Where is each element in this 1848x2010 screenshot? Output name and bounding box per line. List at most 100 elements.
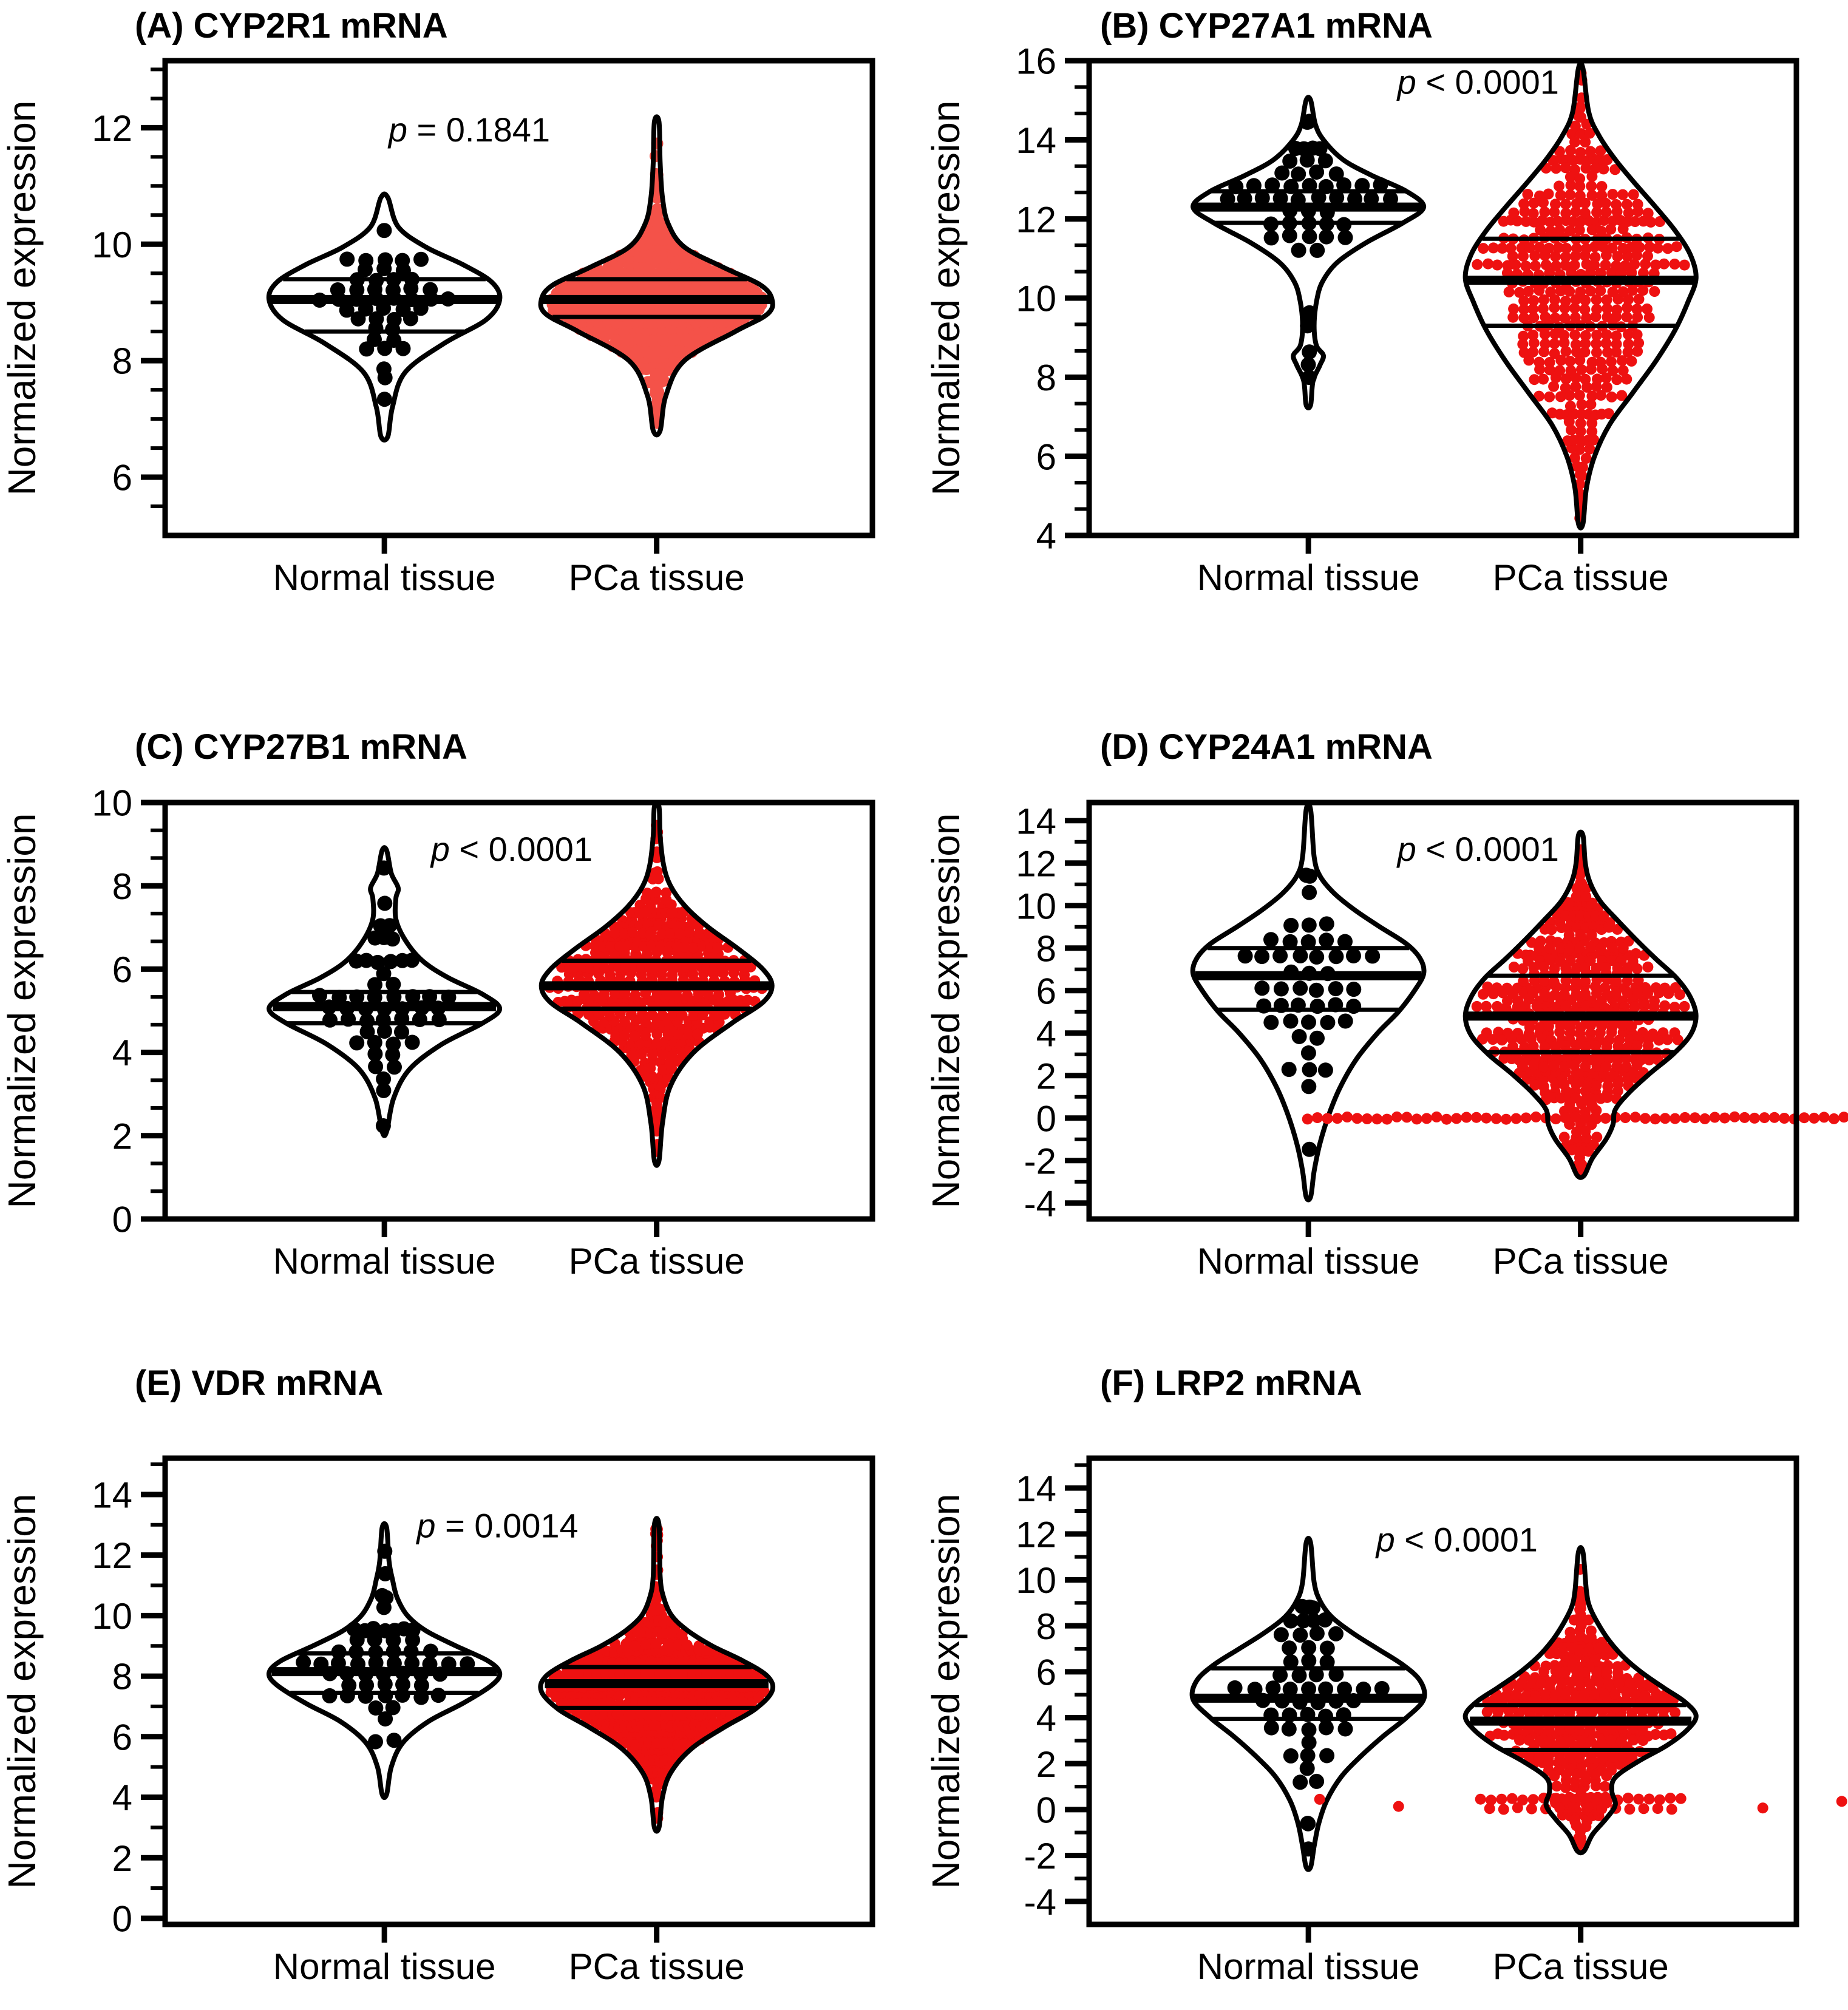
scatter-normal [1237,867,1381,1157]
data-point [1411,1113,1422,1125]
data-point [651,961,662,973]
data-point [1492,259,1503,271]
data-point [1535,1678,1547,1689]
data-point [377,895,393,911]
data-point [1591,1666,1603,1678]
data-point [622,334,634,347]
data-point [1597,363,1608,375]
data-point [1553,242,1564,253]
data-point [673,1029,684,1040]
data-point [1554,180,1564,192]
violin-normal [1191,95,1427,410]
data-point [394,1024,409,1040]
data-point [693,1640,705,1651]
data-point [1621,1688,1632,1699]
data-point [1514,1734,1525,1746]
data-point [1574,390,1585,401]
data-point [1566,1677,1577,1688]
data-point [1475,1793,1486,1805]
y-tick-label: 8 [112,866,132,907]
data-point [1579,962,1591,974]
data-point [640,988,651,999]
data-point [659,1754,671,1766]
y-tick-label: 0 [1036,1790,1056,1830]
data-point [1498,1804,1509,1815]
data-point [680,333,693,345]
y-axis-label: Normalized expression [0,813,44,1209]
data-point [1569,452,1580,464]
data-point [1544,364,1555,376]
panel-C: (C) CYP27B1 mRNA Normalized expression 0 2 4… [0,637,924,1317]
data-point [1611,330,1622,342]
data-point [1281,1062,1297,1078]
data-point [1611,976,1622,987]
data-point [1237,191,1252,206]
data-point [1505,242,1517,254]
data-point [1640,1113,1651,1124]
data-point [1631,304,1643,315]
data-point [1607,286,1619,297]
data-point [1575,1631,1586,1643]
data-point [1637,285,1649,296]
data-point [1622,962,1634,974]
data-point [1265,177,1280,193]
data-point [585,963,596,974]
scatter-pca [546,137,767,429]
violin-outline [1190,801,1427,1203]
data-point [1550,1665,1561,1677]
data-point [1588,434,1600,446]
data-point [1586,1093,1597,1104]
data-point [1529,374,1540,385]
data-point [1649,1729,1661,1740]
data-point [1580,453,1592,464]
data-point [579,1697,591,1708]
data-point [661,887,672,898]
data-point [386,1733,402,1748]
data-point [627,926,638,938]
x-category-label-pca: PCa tissue [569,1241,745,1282]
data-point [1623,338,1634,350]
data-point [1518,988,1530,999]
data-point [1337,229,1353,245]
data-point [1320,1014,1336,1030]
data-point [1554,1802,1566,1813]
data-point [1739,1112,1750,1123]
violin-normal [267,845,503,1138]
data-point [1598,910,1609,922]
data-point [1487,988,1499,1000]
data-point [1719,1112,1730,1124]
data-point [339,302,355,318]
y-tick-label: 12 [1016,1514,1056,1555]
data-point [624,1668,636,1680]
data-point [1675,1793,1687,1804]
data-point [681,1639,693,1651]
data-point [1586,224,1598,236]
data-point [386,977,401,992]
data-point [1560,910,1571,922]
data-point [1600,962,1611,974]
data-point [404,1655,420,1671]
data-point [1649,286,1660,297]
data-point [1632,345,1643,357]
data-point [1560,975,1572,986]
data-point [1603,922,1615,933]
data-point [589,990,600,1001]
data-point [730,1697,742,1708]
data-point [1517,1061,1528,1072]
panel-F: (F) LRP2 mRNA Normalized expression -4 -2 0 2… [924,1317,1848,2010]
data-point [694,928,705,939]
violin-outline [538,800,775,1168]
data-point [1527,987,1539,999]
data-point [1601,381,1612,393]
data-point [1611,346,1622,358]
data-point [1575,364,1587,375]
data-point [1599,1781,1611,1792]
data-point [1351,1113,1363,1124]
data-point [1282,1640,1297,1656]
data-point [1666,1804,1677,1815]
data-point [1585,267,1596,278]
data-point [630,990,641,1001]
data-point [1749,1112,1760,1124]
data-point [1626,355,1637,367]
data-point [358,262,373,277]
